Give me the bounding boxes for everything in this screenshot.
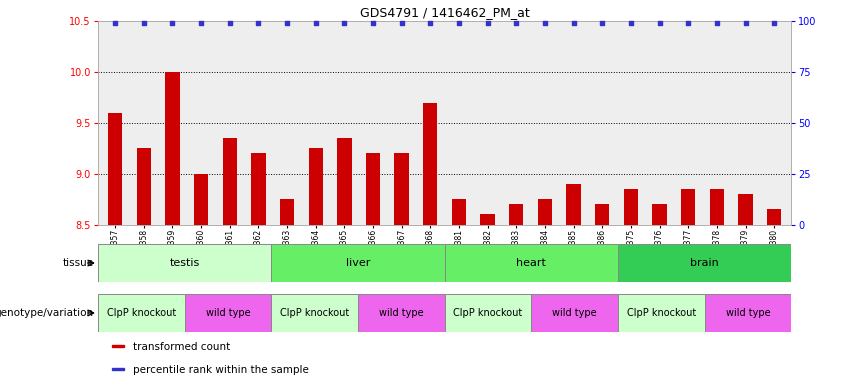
Point xyxy=(137,20,151,26)
Title: GDS4791 / 1416462_PM_at: GDS4791 / 1416462_PM_at xyxy=(360,5,529,18)
Text: ClpP knockout: ClpP knockout xyxy=(280,308,349,318)
Bar xyxy=(111,368,124,371)
Point xyxy=(538,20,551,26)
Bar xyxy=(739,194,753,225)
Point xyxy=(596,20,609,26)
Text: wild type: wild type xyxy=(379,308,424,318)
Point xyxy=(710,20,723,26)
Text: wild type: wild type xyxy=(552,308,597,318)
Point xyxy=(653,20,666,26)
Text: heart: heart xyxy=(517,258,546,268)
Bar xyxy=(767,209,781,225)
Bar xyxy=(251,154,266,225)
Bar xyxy=(111,345,124,348)
Point xyxy=(624,20,637,26)
Bar xyxy=(618,294,705,332)
Bar xyxy=(108,113,123,225)
Bar xyxy=(452,199,466,225)
Point xyxy=(424,20,437,26)
Point xyxy=(567,20,580,26)
Text: ClpP knockout: ClpP knockout xyxy=(627,308,696,318)
Bar xyxy=(271,244,445,282)
Text: ClpP knockout: ClpP knockout xyxy=(106,308,176,318)
Bar xyxy=(165,72,180,225)
Text: liver: liver xyxy=(346,258,370,268)
Bar xyxy=(624,189,638,225)
Bar xyxy=(444,294,531,332)
Bar xyxy=(444,244,618,282)
Bar xyxy=(618,244,791,282)
Bar xyxy=(705,294,791,332)
Text: tissue: tissue xyxy=(62,258,94,268)
Text: wild type: wild type xyxy=(726,308,770,318)
Point xyxy=(338,20,351,26)
Bar xyxy=(509,204,523,225)
Bar xyxy=(567,184,580,225)
Point xyxy=(739,20,752,26)
Bar xyxy=(309,148,323,225)
Point xyxy=(510,20,523,26)
Text: genotype/variation: genotype/variation xyxy=(0,308,94,318)
Text: transformed count: transformed count xyxy=(133,341,230,352)
Bar xyxy=(194,174,208,225)
Bar xyxy=(653,204,667,225)
Point xyxy=(280,20,294,26)
Text: brain: brain xyxy=(690,258,719,268)
Text: ClpP knockout: ClpP knockout xyxy=(454,308,523,318)
Bar xyxy=(358,294,444,332)
Bar xyxy=(481,215,494,225)
Point xyxy=(252,20,266,26)
Point xyxy=(682,20,695,26)
Point xyxy=(166,20,180,26)
Bar xyxy=(280,199,294,225)
Bar xyxy=(538,199,552,225)
Point xyxy=(108,20,122,26)
Bar xyxy=(337,138,351,225)
Bar xyxy=(185,294,271,332)
Bar xyxy=(136,148,151,225)
Bar xyxy=(531,294,618,332)
Bar xyxy=(271,294,358,332)
Bar xyxy=(595,204,609,225)
Point xyxy=(194,20,208,26)
Bar xyxy=(222,138,237,225)
Bar xyxy=(98,294,185,332)
Text: testis: testis xyxy=(169,258,200,268)
Point xyxy=(366,20,380,26)
Point xyxy=(309,20,323,26)
Point xyxy=(768,20,781,26)
Point xyxy=(452,20,465,26)
Point xyxy=(395,20,408,26)
Text: wild type: wild type xyxy=(206,308,250,318)
Bar xyxy=(395,154,408,225)
Bar xyxy=(681,189,695,225)
Bar xyxy=(366,154,380,225)
Bar xyxy=(98,244,271,282)
Bar xyxy=(423,103,437,225)
Point xyxy=(223,20,237,26)
Bar xyxy=(710,189,724,225)
Point xyxy=(481,20,494,26)
Text: percentile rank within the sample: percentile rank within the sample xyxy=(133,364,308,375)
